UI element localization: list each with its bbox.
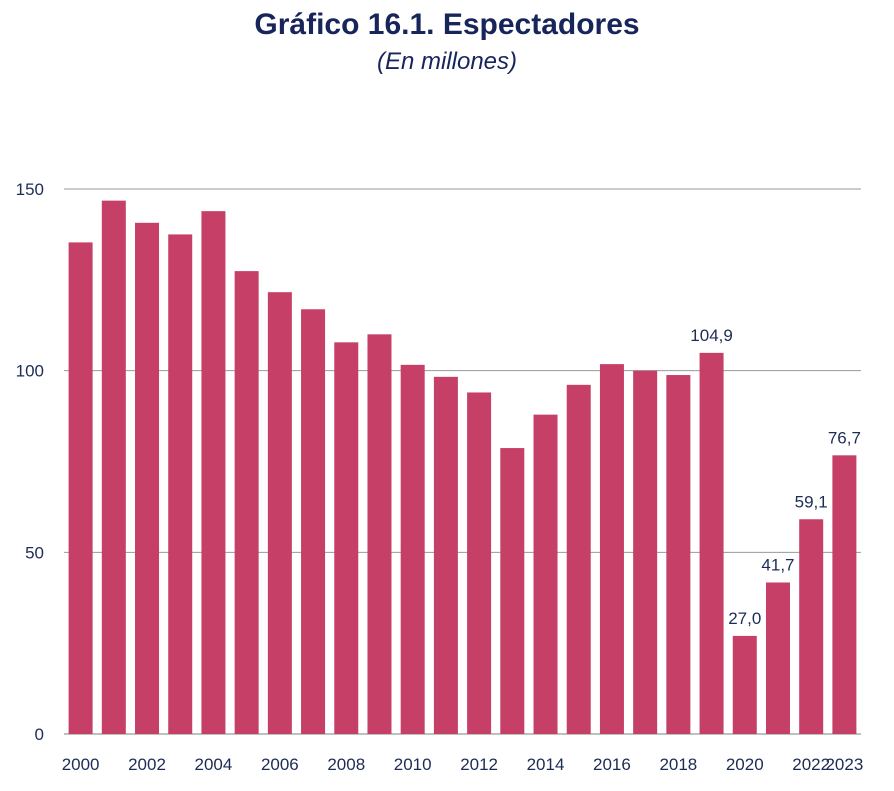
x-tick-label-2016: 2016 <box>593 755 631 774</box>
data-label-2022: 59,1 <box>795 492 828 511</box>
x-tick-label-2006: 2006 <box>261 755 299 774</box>
bar-2002 <box>135 222 160 735</box>
bar-2008 <box>334 342 359 734</box>
x-tick-label-2004: 2004 <box>195 755 233 774</box>
x-tick-label-2018: 2018 <box>659 755 697 774</box>
data-label-2019: 104,9 <box>690 326 733 345</box>
x-tick-label-2008: 2008 <box>327 755 365 774</box>
bar-2003 <box>168 234 193 734</box>
gridlines <box>64 188 861 735</box>
bar-2022 <box>799 519 824 734</box>
bar-2001 <box>101 200 126 735</box>
bar-2014 <box>533 414 558 734</box>
data-labels: 104,9 27,0 41,7 59,1 76,7 <box>690 326 861 628</box>
bar-2018 <box>666 375 691 734</box>
x-axis-ticks: 2000 2002 2004 2006 2008 2010 2012 2014 2016 2018… <box>62 755 864 774</box>
bar-2006 <box>267 292 292 734</box>
y-tick-label-50: 50 <box>25 543 44 562</box>
bar-2010 <box>400 364 425 734</box>
x-tick-label-2000: 2000 <box>62 755 100 774</box>
y-axis-ticks: 0 50 100 150 <box>16 180 44 744</box>
bar-2020 <box>732 635 757 734</box>
bar-2005 <box>234 271 259 734</box>
bar-2016 <box>599 364 624 734</box>
bar-2011 <box>433 376 458 734</box>
data-label-2023: 76,7 <box>828 428 861 447</box>
y-tick-label-100: 100 <box>16 362 44 381</box>
chart-title: Gráfico 16.1. Espectadores <box>254 8 640 41</box>
x-tick-label-2023: 2023 <box>825 755 863 774</box>
bar-2013 <box>500 448 525 734</box>
x-tick-label-2014: 2014 <box>527 755 565 774</box>
x-tick-label-2010: 2010 <box>394 755 432 774</box>
data-label-2020: 27,0 <box>728 609 761 628</box>
bars <box>68 200 857 735</box>
y-tick-label-150: 150 <box>16 180 44 199</box>
bar-2007 <box>301 309 326 734</box>
x-tick-label-2002: 2002 <box>128 755 166 774</box>
x-tick-label-2020: 2020 <box>726 755 764 774</box>
x-tick-label-2022: 2022 <box>792 755 830 774</box>
bar-2000 <box>68 242 93 734</box>
bar-2023 <box>832 455 857 734</box>
bar-2015 <box>566 384 591 734</box>
bar-2019 <box>699 352 724 734</box>
bar-2017 <box>633 370 658 734</box>
x-tick-label-2012: 2012 <box>460 755 498 774</box>
bar-2021 <box>765 582 790 734</box>
chart-subtitle: (En millones) <box>376 48 518 75</box>
bar-2004 <box>201 211 226 734</box>
bar-2009 <box>367 334 392 734</box>
bar-2012 <box>467 392 492 734</box>
y-tick-label-0: 0 <box>35 725 44 744</box>
data-label-2021: 41,7 <box>761 555 794 574</box>
